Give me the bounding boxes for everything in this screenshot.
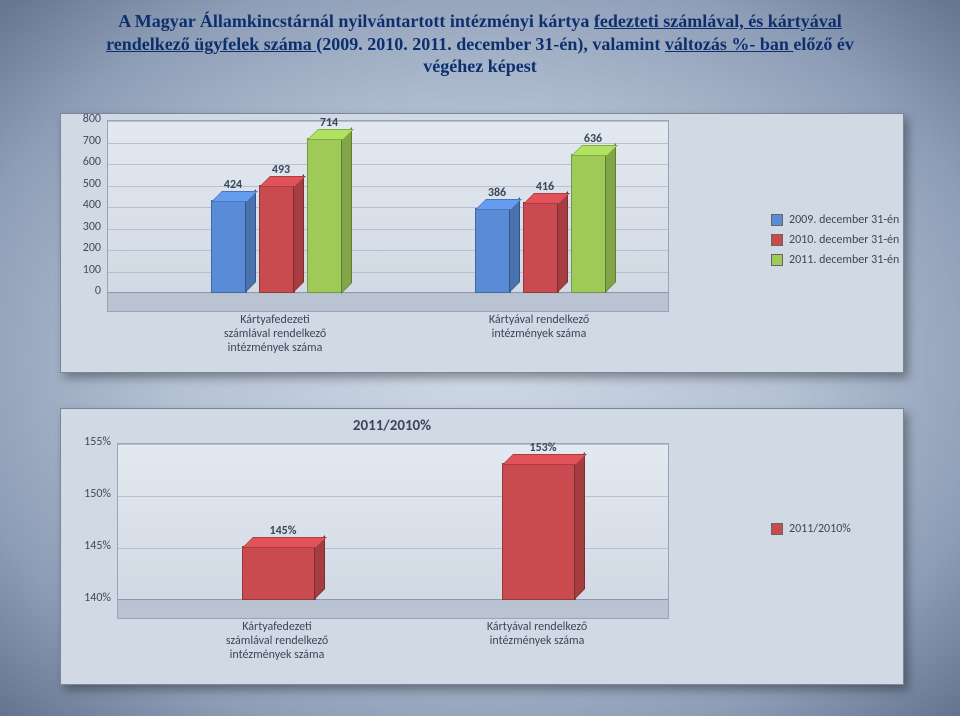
chart-title: 2011/2010% — [353, 417, 431, 435]
y-tick-label: 200 — [65, 241, 101, 255]
page: A Magyar Államkincstárnál nyilvántartott… — [0, 0, 960, 716]
title-underline: rendelkező ügyfelek száma — [106, 34, 316, 54]
bar-value-label: 416 — [536, 180, 554, 194]
legend-label: 2009. december 31-én — [789, 213, 899, 227]
title-part: előző év — [793, 34, 853, 54]
category-label: Kártyával rendelkezőintézmények száma — [452, 621, 622, 649]
bar-value-label: 145% — [270, 524, 297, 538]
bar-value-label: 714 — [320, 116, 338, 130]
bar-value-label: 636 — [584, 132, 602, 146]
legend-swatch — [771, 523, 783, 535]
y-tick-label: 500 — [65, 177, 101, 191]
legend-item: 2011. december 31-én — [771, 250, 899, 270]
legend-label: 2011/2010% — [789, 522, 851, 536]
title-underline: változás %- ban — [665, 34, 794, 54]
legend-label: 2011. december 31-én — [789, 253, 899, 267]
bar-value-label: 424 — [224, 178, 242, 192]
legend: 2009. december 31-én 2010. december 31-én… — [771, 210, 899, 270]
plot-floor — [118, 599, 668, 618]
bar — [259, 187, 293, 293]
title-underline: fedezteti számlával, és kártyával — [594, 11, 842, 31]
title-part: végéhez képest — [423, 56, 536, 76]
plot-floor — [108, 292, 668, 311]
category-label: Kártyafedezetiszámlával rendelkezőintézm… — [190, 314, 360, 355]
page-title: A Magyar Államkincstárnál nyilvántartott… — [0, 10, 960, 78]
legend-item: 2010. december 31-én — [771, 230, 899, 250]
legend-item: 2009. december 31-én — [771, 210, 899, 230]
gridline — [118, 444, 668, 445]
bar-value-label: 386 — [488, 186, 506, 200]
legend-item: 2011/2010% — [771, 519, 851, 539]
y-tick-label: 0 — [65, 284, 101, 298]
title-part: (2009. 2010. 2011. december 31-én), vala… — [316, 34, 665, 54]
gridline — [118, 600, 668, 601]
plot-area: 145% 153% — [117, 443, 669, 619]
y-tick-label: 600 — [65, 155, 101, 169]
y-tick-label: 300 — [65, 220, 101, 234]
y-tick-label: 100 — [65, 263, 101, 277]
gridline — [118, 548, 668, 549]
y-tick-label: 145% — [75, 539, 111, 553]
bar — [502, 465, 574, 600]
gridline — [108, 293, 668, 294]
gridline — [108, 121, 668, 122]
bar — [242, 548, 314, 600]
y-tick-label: 150% — [75, 487, 111, 501]
title-part: A Magyar Államkincstárnál nyilvántartott… — [118, 11, 594, 31]
bar — [475, 210, 509, 293]
category-label: Kártyával rendelkezőintézmények száma — [454, 314, 624, 342]
chart-top: 424 493 714 386 416 636 0 100 200 300 400 500 600 700… — [60, 113, 904, 373]
bar — [211, 202, 245, 293]
bar-value-label: 153% — [530, 441, 557, 455]
legend-swatch — [771, 234, 783, 246]
gridline — [118, 496, 668, 497]
legend-swatch — [771, 254, 783, 266]
plot-area: 424493714386416636 — [107, 120, 669, 312]
bar-value-label: 493 — [272, 163, 290, 177]
bar — [523, 204, 557, 293]
legend-label: 2010. december 31-én — [789, 233, 899, 247]
y-tick-label: 155% — [75, 435, 111, 449]
y-tick-label: 140% — [75, 591, 111, 605]
bar — [571, 156, 605, 293]
bar — [307, 140, 341, 294]
y-tick-label: 400 — [65, 198, 101, 212]
legend-swatch — [771, 214, 783, 226]
y-tick-label: 700 — [65, 134, 101, 148]
chart-bottom: 145% 153% 140% 145% 150% 155% 2011/2010% Kártya… — [60, 408, 904, 685]
y-tick-label: 800 — [65, 112, 101, 126]
legend: 2011/2010% — [771, 519, 851, 539]
category-label: Kártyafedezetiszámlával rendelkezőintézm… — [192, 621, 362, 662]
